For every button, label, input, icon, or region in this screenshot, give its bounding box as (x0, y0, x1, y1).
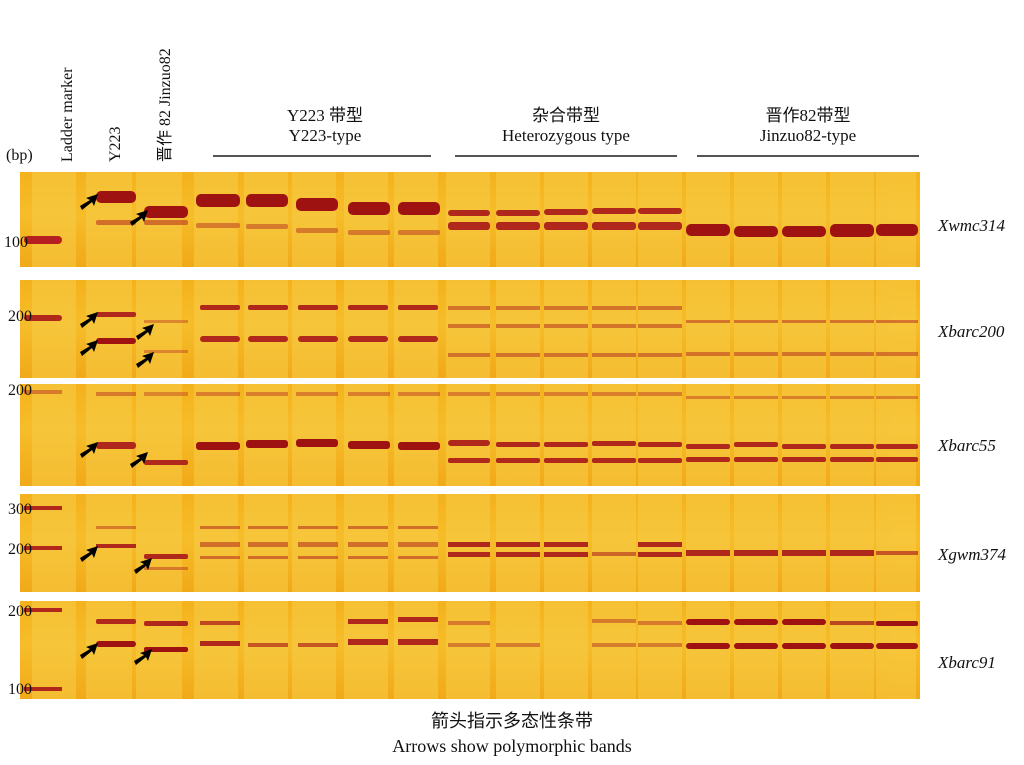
gel-panel-xbarc91 (20, 601, 920, 699)
marker-name-xbarc200: Xbarc200 (938, 322, 1005, 341)
caption-en: Arrows show polymorphic bands (392, 736, 632, 756)
arrow-icon (80, 312, 98, 328)
marker-name-xwmc314: Xwmc314 (938, 216, 1006, 235)
group-name-en: Y223-type (288, 126, 362, 145)
arrow-icon (136, 352, 154, 368)
ladder-label: 200 (8, 603, 32, 620)
ladder-label: 200 (8, 382, 32, 399)
group-line-heterozygous (455, 155, 677, 157)
group-title-y223: Y223 带型 Y223-type (220, 106, 430, 146)
arrow-icon (130, 452, 148, 468)
gel-panel-xbarc55 (20, 384, 920, 486)
marker-name-xgwm374: Xgwm374 (938, 545, 1006, 564)
group-line-y223 (213, 155, 431, 157)
arrow-icon (80, 442, 98, 458)
group-title-heterozygous: 杂合带型 Heterozygous type (455, 106, 677, 146)
group-name-cn: 晋作82带型 (765, 106, 851, 125)
gel-image-xbarc200 (24, 280, 918, 378)
gel-image-xbarc55 (24, 384, 918, 486)
gel-panel-xwmc314 (20, 172, 920, 267)
arrow-icon (80, 194, 98, 210)
arrow-icon (130, 210, 148, 226)
ladder-label: 100 (8, 681, 32, 698)
group-name-en: Heterozygous type (502, 126, 630, 145)
arrow-icon (80, 546, 98, 562)
group-name-cn: 杂合带型 (532, 106, 600, 125)
group-name-cn: Y223 带型 (286, 106, 364, 125)
gel-image-xgwm374 (24, 494, 918, 592)
arrow-icon (134, 649, 152, 665)
group-line-jinzuo82 (697, 155, 919, 157)
gel-image-xbarc91 (24, 601, 918, 699)
ladder-label: 300 (8, 501, 32, 518)
gel-image-xwmc314 (24, 172, 918, 267)
lane-header-jinzuo82: 晋作 82 Jinzuo82 (157, 48, 174, 162)
ladder-label: 100 (4, 234, 28, 251)
arrow-icon (80, 340, 98, 356)
ladder-label: 200 (8, 541, 32, 558)
group-name-en: Jinzuo82-type (759, 126, 857, 145)
lane-header-ladder: Ladder marker (59, 67, 76, 162)
ladder-label: 200 (8, 308, 32, 325)
lane-header-y223: Y223 (107, 126, 124, 162)
marker-name-xbarc91: Xbarc91 (938, 653, 996, 672)
arrow-icon (136, 324, 154, 340)
arrow-icon (134, 558, 152, 574)
arrow-icon (80, 643, 98, 659)
gel-panel-xbarc200 (20, 280, 920, 378)
unit-label: (bp) (6, 147, 33, 164)
marker-name-xbarc55: Xbarc55 (938, 436, 996, 455)
gel-panel-xgwm374 (20, 494, 920, 592)
group-title-jinzuo82: 晋作82带型 Jinzuo82-type (697, 106, 919, 146)
caption-cn: 箭头指示多态性条带 (431, 711, 593, 731)
